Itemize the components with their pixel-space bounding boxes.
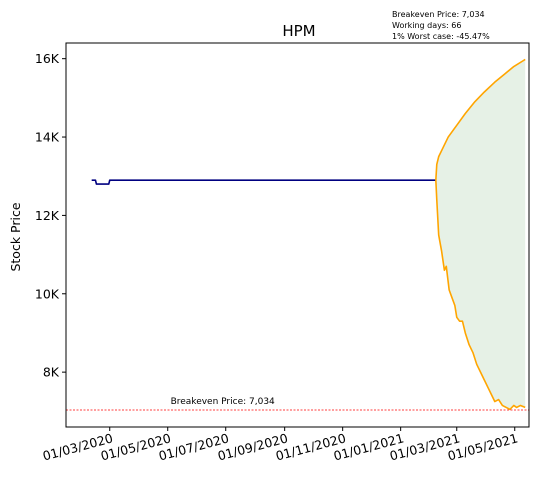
historical-price-line bbox=[91, 179, 436, 185]
info-line-worst-case: 1% Worst case: -45.47% bbox=[392, 32, 490, 41]
plot-frame bbox=[65, 42, 530, 428]
projection-upper-line bbox=[435, 58, 526, 181]
y-tick-label: 12K bbox=[35, 208, 60, 223]
info-line-breakeven: Breakeven Price: 7,034 bbox=[392, 10, 485, 19]
y-tick-label: 16K bbox=[35, 51, 60, 66]
y-axis-label: Stock Price bbox=[8, 202, 23, 271]
projection-range-fill bbox=[435, 59, 526, 410]
y-tick-label: 8K bbox=[43, 365, 60, 380]
y-tick-label: 10K bbox=[35, 286, 60, 301]
y-tick-label: 14K bbox=[35, 130, 60, 145]
plot-area: Breakeven Price: 7,034 bbox=[66, 58, 529, 411]
breakeven-label: Breakeven Price: 7,034 bbox=[171, 397, 275, 407]
chart-title: HPM bbox=[282, 22, 315, 40]
projection-lower-line bbox=[435, 180, 526, 411]
info-line-working-days: Working days: 66 bbox=[392, 21, 461, 30]
